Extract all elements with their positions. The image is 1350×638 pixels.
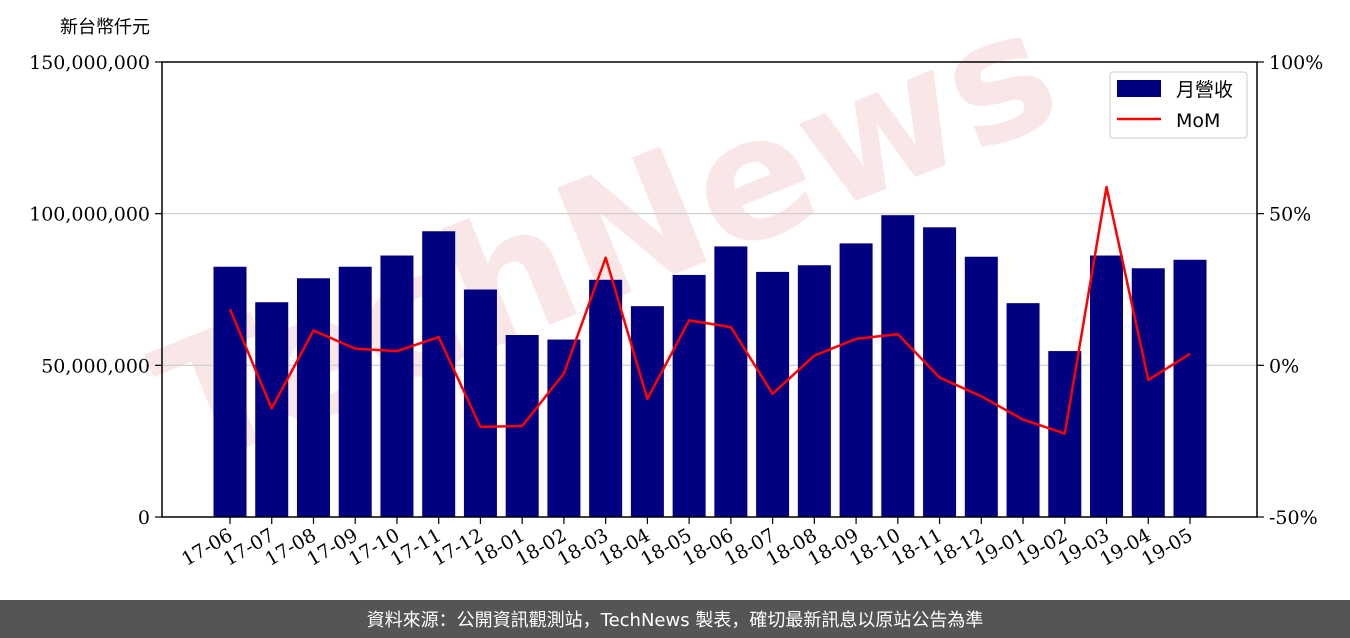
bar-revenue — [881, 215, 915, 517]
line-mom — [228, 185, 1191, 435]
footer-source-note: 資料來源：公開資訊觀測站，TechNews 製表，確切最新訊息以原站公告為準 — [0, 600, 1350, 638]
legend-label-revenue: 月營收 — [1176, 79, 1233, 101]
chart: TechNews 050,000,000100,000,000150,000,0… — [29, 0, 1323, 571]
bar-revenue — [380, 255, 414, 517]
y-axis-unit-label: 新台幣仟元 — [60, 17, 150, 38]
legend-label-mom: MoM — [1176, 110, 1220, 132]
y-right-tick-label: -50% — [1269, 507, 1318, 529]
bar-revenue — [923, 227, 957, 518]
y-right-tick-label: 100% — [1269, 52, 1323, 74]
bar-revenue — [964, 256, 998, 517]
bar-revenue — [672, 274, 706, 517]
bar-revenue — [589, 279, 623, 517]
footer-text: 資料來源：公開資訊觀測站，TechNews 製表，確切最新訊息以原站公告為準 — [366, 610, 984, 631]
bar-revenue — [422, 231, 456, 517]
bar-revenue — [797, 265, 831, 517]
bar-revenue — [714, 246, 748, 517]
bar-revenue — [1131, 268, 1165, 517]
y-right-tick-label: 0% — [1269, 355, 1299, 377]
bar-revenue — [338, 266, 372, 517]
bar-revenue — [1173, 259, 1207, 517]
y-right-tick-label: 50% — [1269, 204, 1311, 226]
bar-revenue — [547, 339, 581, 517]
bar-revenue — [296, 278, 330, 517]
bar-revenue — [839, 243, 873, 518]
y-left-tick-label: 50,000,000 — [41, 355, 150, 377]
bar-revenue — [1090, 255, 1124, 517]
y-left-tick-label: 0 — [138, 507, 150, 529]
bar-revenue — [630, 306, 664, 517]
y-left-tick-label: 150,000,000 — [29, 52, 150, 74]
legend-swatch-revenue — [1117, 80, 1161, 97]
bar-revenue — [1006, 303, 1040, 517]
bar-revenue — [213, 266, 247, 517]
y-left-tick-label: 100,000,000 — [29, 204, 150, 226]
plot-frame — [161, 61, 1258, 518]
